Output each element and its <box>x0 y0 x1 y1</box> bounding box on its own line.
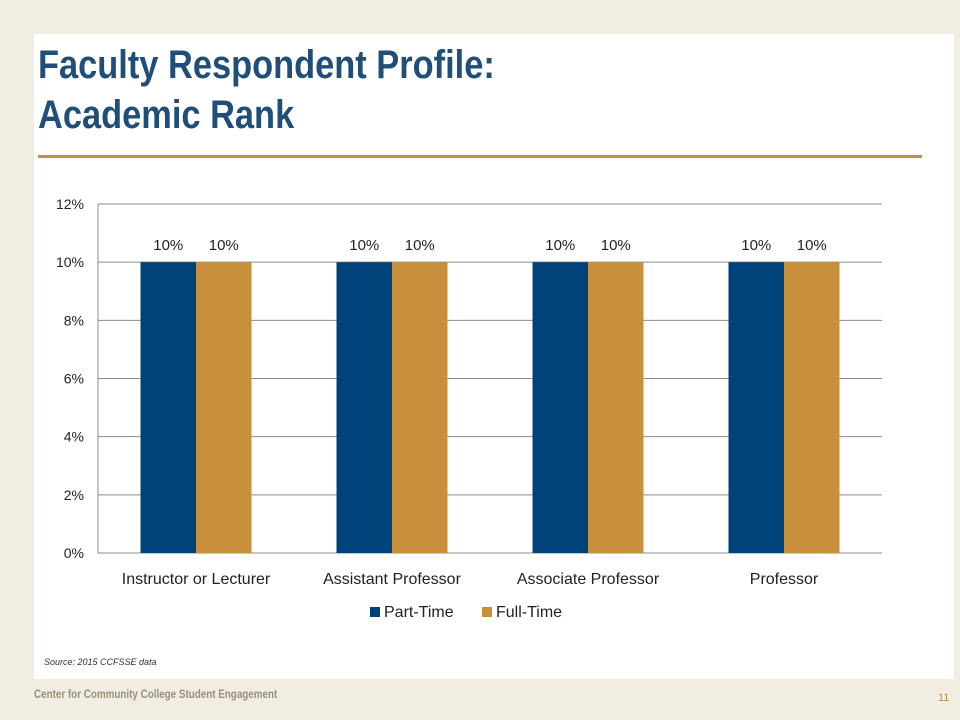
y-tick-label: 8% <box>64 312 84 328</box>
bar-part-time <box>728 262 784 553</box>
y-tick-label: 10% <box>56 254 84 270</box>
data-label: 10% <box>349 237 379 254</box>
x-category-label: Professor <box>750 571 819 588</box>
bar-part-time <box>140 262 196 553</box>
y-tick-label: 6% <box>64 371 84 387</box>
y-tick-label: 0% <box>64 545 84 561</box>
slide: Faculty Respondent Profile: Academic Ran… <box>34 34 954 679</box>
title-line-2: Academic Rank <box>38 93 295 137</box>
bar-chart: 0% 2% 4% 6% 8% 10% 12% 10% 10% Instructor or Lect… <box>56 196 882 621</box>
x-category-label: Instructor or Lecturer <box>122 571 271 588</box>
legend-swatch <box>482 607 492 617</box>
bar-part-time <box>532 262 588 553</box>
x-category-label: Assistant Professor <box>323 571 462 588</box>
page-title: Faculty Respondent Profile: Academic Ran… <box>38 40 495 140</box>
data-label: 10% <box>153 237 183 254</box>
data-label: 10% <box>797 237 827 254</box>
data-label: 10% <box>209 237 239 254</box>
bar-full-time <box>392 262 448 553</box>
data-label: 10% <box>545 237 575 254</box>
footer-organization: Center for Community College Student Eng… <box>34 687 278 701</box>
page-number: 11 <box>938 692 950 704</box>
source-note: Source: 2015 CCFSSE data <box>44 657 157 667</box>
legend-label: Part-Time <box>384 604 454 621</box>
legend-swatch <box>370 607 380 617</box>
bar-full-time <box>784 262 840 553</box>
y-tick-label: 2% <box>64 487 84 503</box>
data-label: 10% <box>405 237 435 254</box>
y-tick-label: 12% <box>56 196 84 212</box>
bar-full-time <box>196 262 252 553</box>
data-label: 10% <box>601 237 631 254</box>
title-divider <box>38 155 922 158</box>
data-label: 10% <box>741 237 771 254</box>
y-tick-label: 4% <box>64 429 84 445</box>
title-line-1: Faculty Respondent Profile: <box>38 43 495 87</box>
x-category-label: Associate Professor <box>517 571 660 588</box>
legend-label: Full-Time <box>496 604 562 621</box>
bar-full-time <box>588 262 644 553</box>
bar-part-time <box>336 262 392 553</box>
